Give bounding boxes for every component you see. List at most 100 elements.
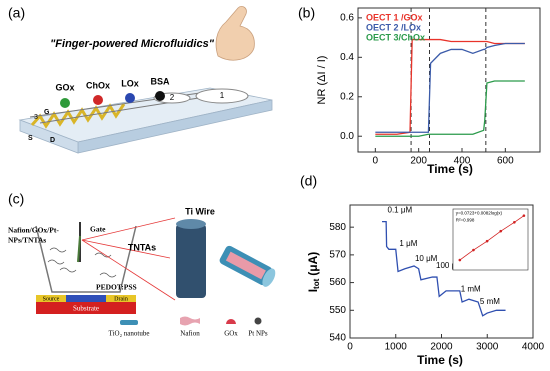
y-tick-label: 570 xyxy=(329,250,346,261)
plot-frame xyxy=(452,208,529,271)
electrode-pattern xyxy=(30,103,126,129)
drain-electrode xyxy=(106,295,136,302)
series-line xyxy=(382,220,506,317)
annotation: 10 μM xyxy=(415,254,438,263)
substrate-label: Substrate xyxy=(73,305,99,313)
y-tick-label: 540 xyxy=(329,333,346,344)
x-tick-label: 200 xyxy=(410,156,427,167)
annotation: 100 μM xyxy=(436,261,463,270)
electrode-label: D xyxy=(50,137,55,144)
chip-side xyxy=(19,119,79,154)
x-tick-label: 0 xyxy=(347,342,353,353)
reagent-label: BSA xyxy=(150,76,170,86)
annotation: 1 μM xyxy=(399,239,417,248)
legend-text: Nafion xyxy=(180,330,200,338)
reagent-drop xyxy=(155,91,165,101)
series-line xyxy=(375,42,525,133)
panel-label: (c) xyxy=(8,191,24,207)
legend-entry: OECT 2 /LOx xyxy=(366,22,421,32)
panel-label: (b) xyxy=(298,5,315,21)
annotation: 0.1 μM xyxy=(388,206,413,215)
reagent-label: ChOx xyxy=(86,80,110,90)
gate-label: Gate xyxy=(90,225,106,234)
annotation: R²=0.998 xyxy=(456,217,475,222)
diagram-title: "Finger-powered Microfluidics" xyxy=(50,38,215,50)
x-tick-label: 0 xyxy=(373,156,379,167)
gate-material: Nafion/GOx/Pt- xyxy=(8,226,59,235)
reagent-label: GOx xyxy=(55,82,74,92)
diagram-a: "Finger-powered Microfluidics" 1 2 3 S D… xyxy=(18,6,273,154)
zoom-line xyxy=(81,239,171,259)
electrode-label: S xyxy=(28,135,33,142)
y-axis-symbol: I xyxy=(306,289,320,292)
ti-wire-top xyxy=(176,219,206,229)
y-axis-title: NR (ΔI / I) xyxy=(316,56,328,105)
electrode-label: G xyxy=(44,109,50,116)
legend-text: Pt NPs xyxy=(248,330,268,338)
y-tick-label: 560 xyxy=(329,277,346,288)
port-label: 2 xyxy=(170,93,175,102)
legend-entry: OECT 1 /GOx xyxy=(366,12,423,22)
x-tick-label: 3000 xyxy=(476,342,499,353)
y-tick-label: 550 xyxy=(329,305,346,316)
legend-text: TiO₂ nanotube xyxy=(109,330,150,338)
x-axis-title: Time (s) xyxy=(417,353,463,367)
series-line xyxy=(375,38,525,135)
legend-entry: OECT 3/ChOx xyxy=(366,32,425,42)
y-tick-label: 580 xyxy=(329,222,346,233)
annotation: y=0.0723+0.0082log(x) xyxy=(456,211,503,216)
reagent-drop xyxy=(60,98,70,108)
reservoir xyxy=(195,88,249,104)
annotation: 1 mM xyxy=(461,285,481,294)
legend-icon xyxy=(226,319,236,324)
source-label: Source xyxy=(43,296,60,302)
series-line xyxy=(375,80,525,137)
gate-material: NPs/TNTAs xyxy=(8,236,46,245)
x-tick-label: 600 xyxy=(497,156,514,167)
point xyxy=(522,214,526,217)
diagram-c: Nafion/GOx/Pt- NPs/TNTAs Gate PEDOT:PSS … xyxy=(8,206,276,338)
finger-icon xyxy=(215,6,255,61)
y-tick-label: 0.0 xyxy=(340,131,354,142)
x-tick-label: 4000 xyxy=(522,342,545,353)
y-tick-label: 0.6 xyxy=(340,13,354,24)
zoom-line xyxy=(81,217,176,241)
y-tick-label: 0.4 xyxy=(340,52,354,63)
point xyxy=(458,258,462,262)
port-label: 3 xyxy=(34,114,38,121)
legend-text: GOx xyxy=(224,330,238,338)
wire-label: Ti Wire xyxy=(185,206,215,216)
beaker xyxy=(35,225,137,293)
x-axis-title: Time (s) xyxy=(427,162,473,176)
port-label: 1 xyxy=(220,91,225,100)
x-tick-label: 2000 xyxy=(430,342,453,353)
reagent-drop xyxy=(93,95,103,105)
y-axis-subscript: tot xyxy=(312,278,321,289)
panel-label: (a) xyxy=(8,5,25,21)
tntas-label: TNTAs xyxy=(128,242,156,252)
zoom-line xyxy=(81,239,176,301)
x-tick-label: 1000 xyxy=(385,342,408,353)
panel-label: (d) xyxy=(300,173,317,189)
channel-label: PEDOT:PSS xyxy=(96,283,137,292)
reagent-drop xyxy=(125,93,135,103)
source-electrode xyxy=(36,295,66,302)
pedot-layer xyxy=(36,295,136,302)
annotation: 5 mM xyxy=(480,297,500,306)
y-axis-title: Itot (μA) xyxy=(306,252,321,293)
substrate xyxy=(36,302,136,314)
point xyxy=(513,221,516,224)
ti-wire xyxy=(176,224,206,298)
y-tick-label: 0.2 xyxy=(340,91,354,102)
point xyxy=(499,229,503,233)
reagent-label: LOx xyxy=(121,78,139,88)
series-line xyxy=(459,215,525,261)
x-tick-label: 400 xyxy=(454,156,471,167)
point xyxy=(472,248,475,252)
legend-icon xyxy=(254,317,262,325)
legend-icon xyxy=(180,316,200,326)
point xyxy=(485,239,489,243)
plot-frame xyxy=(357,7,541,153)
gate-coating xyxy=(77,235,81,263)
